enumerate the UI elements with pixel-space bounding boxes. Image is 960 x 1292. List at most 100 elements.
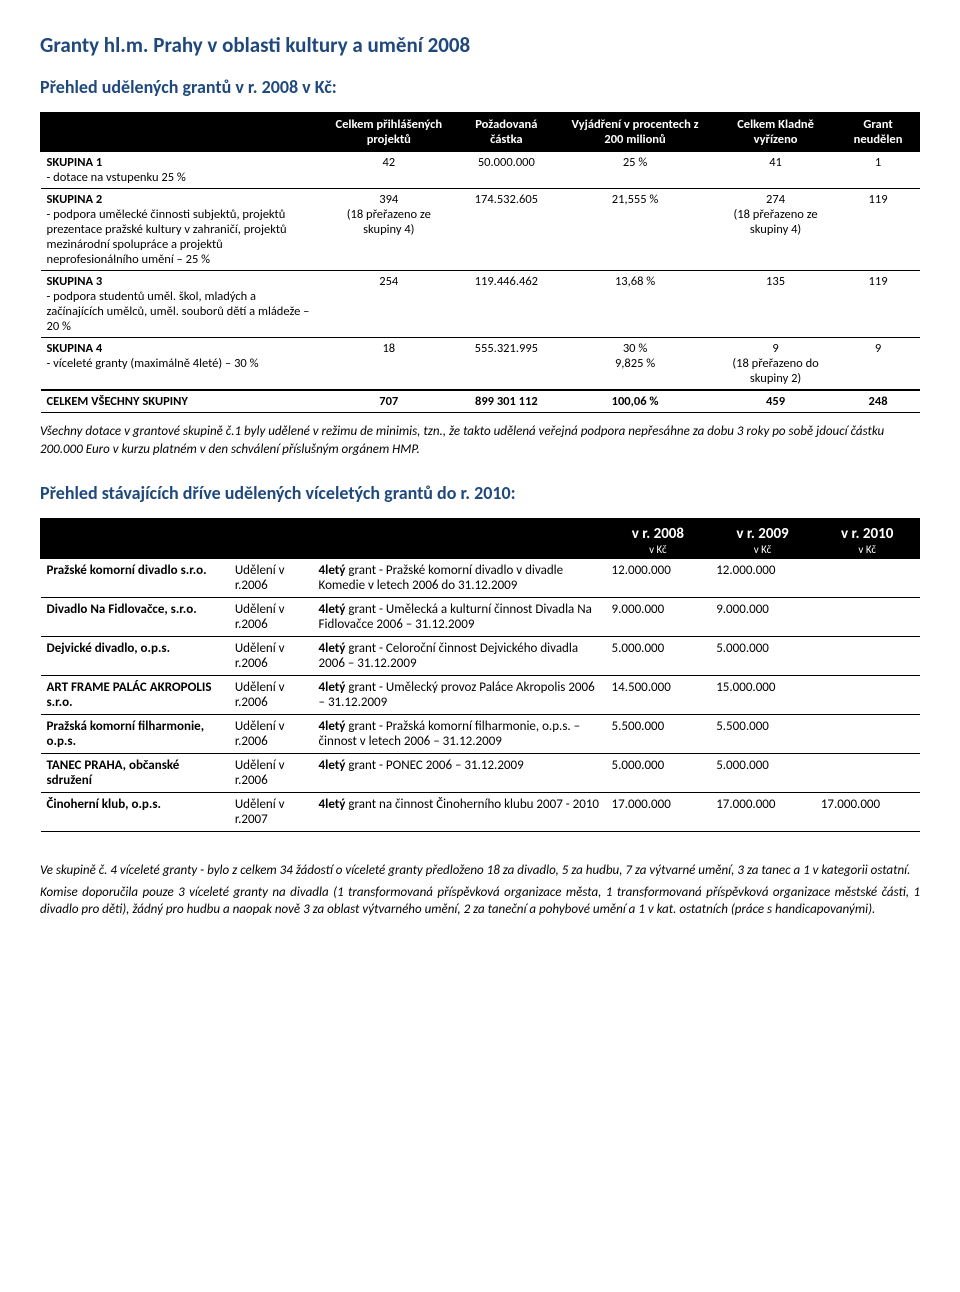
table-row: ART FRAME PALÁC AKROPOLIS s.r.o.Udělení … <box>41 676 920 715</box>
amount-cell <box>815 637 920 676</box>
footer-paragraph-1: Ve skupině č. 4 víceleté granty - bylo z… <box>40 862 920 880</box>
cell: 41 <box>715 152 837 189</box>
amount-cell: 12.000.000 <box>710 559 815 598</box>
award-year: Udělení v r.2006 <box>229 676 313 715</box>
cell: 50.000.000 <box>457 152 556 189</box>
cell: 174.532.605 <box>457 189 556 271</box>
amount-cell <box>815 598 920 637</box>
cell: 707 <box>321 390 458 413</box>
amount-cell: 17.000.000 <box>606 793 711 832</box>
amount-cell: 5.000.000 <box>710 754 815 793</box>
grant-description: 4letý grant - Celoroční činnost Dejvické… <box>313 637 606 676</box>
t2-year-header: v r. 2010v Kč <box>815 519 920 559</box>
award-year: Udělení v r.2006 <box>229 637 313 676</box>
award-year: Udělení v r.2006 <box>229 598 313 637</box>
cell: 30 % 9,825 % <box>556 338 715 391</box>
recipient-name: Dejvické divadlo, o.p.s. <box>41 637 229 676</box>
amount-cell <box>815 754 920 793</box>
cell: 274 (18 přeřazeno ze skupiny 4) <box>715 189 837 271</box>
amount-cell: 12.000.000 <box>606 559 711 598</box>
cell: 13,68 % <box>556 271 715 338</box>
grant-description: 4letý grant - Pražská komorní filharmoni… <box>313 715 606 754</box>
table-row: Divadlo Na Fidlovačce, s.r.o.Udělení v r… <box>41 598 920 637</box>
grant-description: 4letý grant - Umělecká a kulturní činnos… <box>313 598 606 637</box>
amount-cell: 5.500.000 <box>710 715 815 754</box>
award-year: Udělení v r.2007 <box>229 793 313 832</box>
cell: 135 <box>715 271 837 338</box>
grant-description: 4letý grant - Pražské komorní divadlo v … <box>313 559 606 598</box>
table-row: TANEC PRAHA, občanské sdruženíUdělení v … <box>41 754 920 793</box>
cell: 459 <box>715 390 837 413</box>
grant-description: 4letý grant - PONEC 2006 – 31.12.2009 <box>313 754 606 793</box>
table-row: SKUPINA 2- podpora umělecké činnosti sub… <box>41 189 920 271</box>
cell: 394 (18 přeřazeno ze skupiny 4) <box>321 189 458 271</box>
table-row: SKUPINA 4- víceleté granty (maximálně 4l… <box>41 338 920 391</box>
amount-cell: 17.000.000 <box>815 793 920 832</box>
footer-paragraph-2: Komise doporučila pouze 3 víceleté grant… <box>40 884 920 919</box>
amount-cell <box>815 715 920 754</box>
t1-header-cell: Celkem přihlášených projektů <box>321 113 458 152</box>
recipient-name: TANEC PRAHA, občanské sdružení <box>41 754 229 793</box>
cell: 25 % <box>556 152 715 189</box>
row-label: SKUPINA 1- dotace na vstupenku 25 % <box>41 152 321 189</box>
row-label: SKUPINA 4- víceleté granty (maximálně 4l… <box>41 338 321 391</box>
total-label: CELKEM VŠECHNY SKUPINY <box>41 390 321 413</box>
grant-description: 4letý grant - Umělecký provoz Paláce Akr… <box>313 676 606 715</box>
amount-cell: 5.000.000 <box>606 754 711 793</box>
amount-cell <box>815 559 920 598</box>
amount-cell: 9.000.000 <box>710 598 815 637</box>
cell: 18 <box>321 338 458 391</box>
recipient-name: ART FRAME PALÁC AKROPOLIS s.r.o. <box>41 676 229 715</box>
table-row: Pražská komorní filharmonie, o.p.s.Uděle… <box>41 715 920 754</box>
cell: 42 <box>321 152 458 189</box>
table-row: Dejvické divadlo, o.p.s.Udělení v r.2006… <box>41 637 920 676</box>
page-title: Granty hl.m. Prahy v oblasti kultury a u… <box>40 32 920 58</box>
award-year: Udělení v r.2006 <box>229 715 313 754</box>
cell: 119 <box>837 271 920 338</box>
row-label: SKUPINA 2- podpora umělecké činnosti sub… <box>41 189 321 271</box>
cell: 899 301 112 <box>457 390 556 413</box>
recipient-name: Činoherní klub, o.p.s. <box>41 793 229 832</box>
cell: 119 <box>837 189 920 271</box>
t2-year-header: v r. 2008v Kč <box>606 519 711 559</box>
cell: 119.446.462 <box>457 271 556 338</box>
cell: 9 (18 přeřazeno do skupiny 2) <box>715 338 837 391</box>
multi-year-grants-table: v r. 2008v Kčv r. 2009v Kčv r. 2010v Kč … <box>40 518 920 832</box>
recipient-name: Pražské komorní divadlo s.r.o. <box>41 559 229 598</box>
recipient-name: Pražská komorní filharmonie, o.p.s. <box>41 715 229 754</box>
t2-header-empty <box>229 519 313 559</box>
amount-cell: 5.500.000 <box>606 715 711 754</box>
t1-header-cell <box>41 113 321 152</box>
cell: 9 <box>837 338 920 391</box>
cell: 100,06 % <box>556 390 715 413</box>
table-row: SKUPINA 3- podpora studentů uměl. škol, … <box>41 271 920 338</box>
cell: 1 <box>837 152 920 189</box>
cell: 254 <box>321 271 458 338</box>
recipient-name: Divadlo Na Fidlovačce, s.r.o. <box>41 598 229 637</box>
t2-header-empty <box>313 519 606 559</box>
row-label: SKUPINA 3- podpora studentů uměl. škol, … <box>41 271 321 338</box>
t1-header-cell: Celkem Kladně vyřízeno <box>715 113 837 152</box>
cell: 21,555 % <box>556 189 715 271</box>
grant-description: 4letý grant na činnost Činoherního klubu… <box>313 793 606 832</box>
table-row: SKUPINA 1- dotace na vstupenku 25 %4250.… <box>41 152 920 189</box>
amount-cell: 5.000.000 <box>710 637 815 676</box>
amount-cell: 5.000.000 <box>606 637 711 676</box>
total-row: CELKEM VŠECHNY SKUPINY707899 301 112100,… <box>41 390 920 413</box>
t2-year-header: v r. 2009v Kč <box>710 519 815 559</box>
section-heading-1: Přehled udělených grantů v r. 2008 v Kč: <box>40 76 920 98</box>
t1-header-cell: Grant neudělen <box>837 113 920 152</box>
t1-header-cell: Vyjádření v procentech z 200 milionů <box>556 113 715 152</box>
amount-cell: 14.500.000 <box>606 676 711 715</box>
amount-cell: 9.000.000 <box>606 598 711 637</box>
cell: 248 <box>837 390 920 413</box>
award-year: Udělení v r.2006 <box>229 559 313 598</box>
section-heading-2: Přehled stávajících dříve udělených více… <box>40 482 920 504</box>
cell: 555.321.995 <box>457 338 556 391</box>
table-row: Pražské komorní divadlo s.r.o.Udělení v … <box>41 559 920 598</box>
t2-header-empty <box>41 519 229 559</box>
award-year: Udělení v r.2006 <box>229 754 313 793</box>
table-row: Činoherní klub, o.p.s.Udělení v r.20074l… <box>41 793 920 832</box>
amount-cell: 17.000.000 <box>710 793 815 832</box>
grants-summary-table: Celkem přihlášených projektůPožadovaná č… <box>40 112 920 413</box>
